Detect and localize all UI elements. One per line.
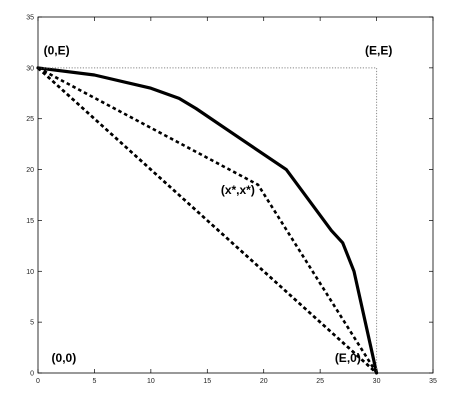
series-layer xyxy=(36,66,379,375)
series-line-2 xyxy=(37,66,378,374)
x-tick-label: 30 xyxy=(373,378,381,385)
annotation-label: (0,0) xyxy=(52,351,77,365)
series-line-1 xyxy=(36,66,379,375)
y-tick-label: 15 xyxy=(26,218,34,225)
x-tick-label: 25 xyxy=(316,378,324,385)
annotation-label: (E,E) xyxy=(365,44,392,58)
x-tick-label: 10 xyxy=(147,378,155,385)
y-tick-label: 25 xyxy=(26,116,34,123)
series-line-5 xyxy=(38,67,378,373)
y-tick-label: 10 xyxy=(26,269,34,276)
x-tick-label: 0 xyxy=(36,378,40,385)
annotation-label: (E,0) xyxy=(335,351,361,365)
x-tick-label: 15 xyxy=(203,378,211,385)
annotation-label: (x*,x*) xyxy=(221,183,255,197)
y-tick-label: 5 xyxy=(30,320,34,327)
x-tick-label: 35 xyxy=(429,378,437,385)
annotation-label: (0,E) xyxy=(44,44,70,58)
tick-layer: 0 5 10 15 20 25 30 35 0 5 10 15 20 25 30 35 xyxy=(26,15,437,386)
x-tick-label: 20 xyxy=(260,378,268,385)
y-tick-label: 0 xyxy=(30,371,34,378)
annotation-layer: (0,E) (E,E) (x*,x*) (0,0) (E,0) xyxy=(44,44,393,365)
y-tick-label: 20 xyxy=(26,167,34,174)
series-line-4 xyxy=(37,66,378,374)
axes-frame xyxy=(37,16,434,374)
x-tick-label: 5 xyxy=(92,378,96,385)
y-tick-label: 30 xyxy=(26,65,34,72)
y-tick-label: 35 xyxy=(26,15,34,22)
